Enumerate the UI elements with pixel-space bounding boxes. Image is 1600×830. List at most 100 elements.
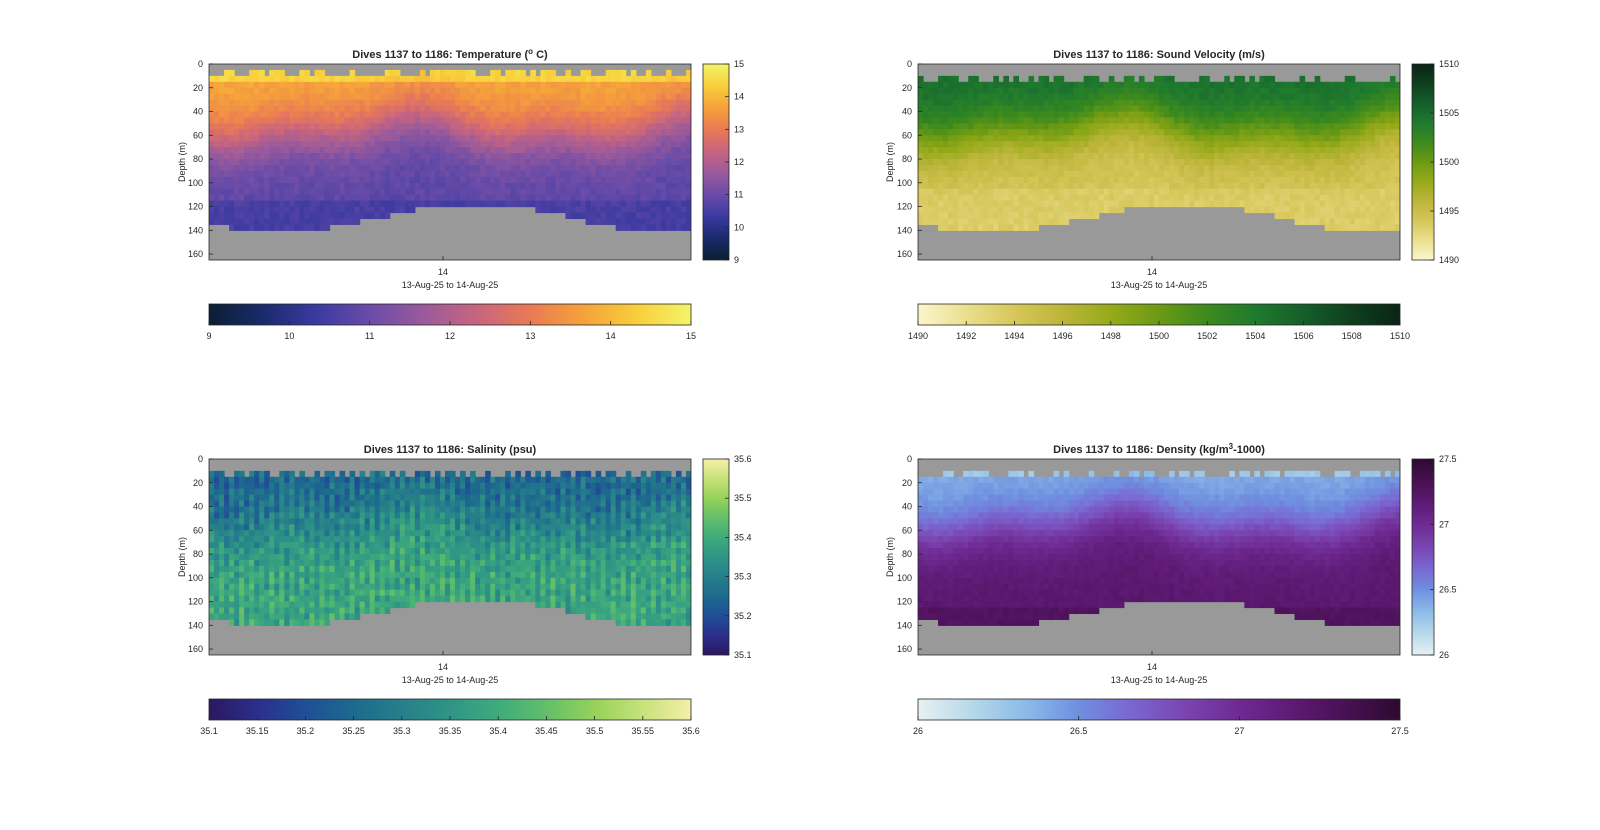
colorbar-tick-label: 35.6 bbox=[682, 726, 700, 736]
colorbar-tick-label: 1502 bbox=[1197, 331, 1217, 341]
y-tick-label: 80 bbox=[902, 154, 912, 164]
colorbar-tick-label: 26.5 bbox=[1439, 585, 1457, 595]
side-colorbar-ramp bbox=[702, 63, 730, 261]
y-axis-ticks: 0 20 40 60 80 100 120 140 160 bbox=[897, 454, 922, 654]
colorbar-tick-label: 1490 bbox=[1439, 255, 1459, 265]
colorbar-tick-label: 35.6 bbox=[734, 454, 752, 464]
panel-title: Dives 1137 to 1186: Density (kg/m3-1000) bbox=[1053, 442, 1265, 456]
colorbar-tick-label: 35.1 bbox=[200, 726, 218, 736]
bottom-colorbar-ticks: 9 10 11 12 13 14 15 bbox=[206, 321, 696, 341]
bottom-colorbar: 9 10 11 12 13 14 15 bbox=[206, 303, 696, 341]
colorbar-tick-label: 15 bbox=[734, 59, 744, 69]
x-axis-label: 13-Aug-25 to 14-Aug-25 bbox=[402, 675, 499, 685]
y-tick-label: 60 bbox=[902, 525, 912, 535]
plot-frame bbox=[208, 458, 692, 656]
colorbar-tick-label: 35.1 bbox=[734, 650, 752, 660]
colorbar-tick-label: 14 bbox=[734, 92, 744, 102]
y-tick-label: 40 bbox=[902, 107, 912, 117]
x-tick-label: 14 bbox=[1147, 267, 1157, 277]
colorbar-tick-label: 11 bbox=[734, 190, 743, 200]
colorbar-tick-label: 12 bbox=[445, 331, 455, 341]
colorbar-tick-label: 12 bbox=[734, 157, 744, 167]
colorbar-tick-label: 27.5 bbox=[1439, 454, 1457, 464]
bottom-colorbar: 35.1 35.15 35.2 35.25 35.3 35.35 35.4 35.45 35.5… bbox=[200, 698, 700, 736]
panel-density: Dives 1137 to 1186: Density (kg/m3-1000)… bbox=[885, 442, 1457, 736]
colorbar-tick-label: 26.5 bbox=[1070, 726, 1088, 736]
colorbar-tick-label: 27.5 bbox=[1391, 726, 1409, 736]
y-tick-label: 80 bbox=[193, 154, 203, 164]
x-tick-label: 14 bbox=[438, 662, 448, 672]
colorbar-tick-label: 35.5 bbox=[734, 493, 752, 503]
colorbar-tick-label: 1490 bbox=[908, 331, 928, 341]
y-axis-label: Depth (m) bbox=[885, 537, 895, 577]
data-field bbox=[209, 69, 691, 231]
x-tick-label: 14 bbox=[438, 267, 448, 277]
y-tick-label: 100 bbox=[188, 573, 203, 583]
colorbar-tick-label: 10 bbox=[734, 222, 744, 232]
colorbar-tick-label: 1498 bbox=[1101, 331, 1121, 341]
y-tick-label: 160 bbox=[897, 644, 912, 654]
plot-frame bbox=[208, 63, 692, 261]
colorbar-tick-label: 1495 bbox=[1439, 206, 1459, 216]
colorbar-tick-label: 35.4 bbox=[734, 532, 752, 542]
side-colorbar-ticks: 35.6 35.5 35.4 35.3 35.2 35.1 bbox=[725, 454, 752, 660]
y-tick-label: 20 bbox=[902, 478, 912, 488]
bottom-colorbar: 26 26.5 27 27.5 bbox=[913, 698, 1409, 736]
bottom-colorbar-ticks: 1490 1492 1494 1496 1498 1500 1502 1504 1506 1508… bbox=[908, 321, 1410, 341]
side-colorbar: 35.6 35.5 35.4 35.3 35.2 35.1 bbox=[702, 454, 752, 660]
panel-temperature: Dives 1137 to 1186: Temperature (o C) 0 2… bbox=[177, 47, 744, 341]
side-colorbar: 15 14 13 12 11 10 9 bbox=[702, 59, 744, 265]
colorbar-tick-label: 14 bbox=[606, 331, 616, 341]
colorbar-tick-label: 1510 bbox=[1439, 59, 1459, 69]
colorbar-tick-label: 35.4 bbox=[489, 726, 507, 736]
colorbar-tick-label: 35.3 bbox=[393, 726, 411, 736]
y-tick-label: 140 bbox=[897, 225, 912, 235]
y-tick-label: 100 bbox=[897, 178, 912, 188]
y-tick-label: 140 bbox=[897, 620, 912, 630]
y-tick-label: 140 bbox=[188, 620, 203, 630]
y-tick-label: 40 bbox=[193, 107, 203, 117]
colorbar-tick-label: 15 bbox=[686, 331, 696, 341]
colorbar-tick-label: 1510 bbox=[1390, 331, 1410, 341]
bottom-colorbar-ramp bbox=[917, 698, 1401, 721]
y-tick-label: 140 bbox=[188, 225, 203, 235]
y-tick-label: 120 bbox=[188, 597, 203, 607]
colorbar-tick-label: 1500 bbox=[1439, 157, 1459, 167]
y-tick-label: 60 bbox=[902, 130, 912, 140]
y-tick-label: 20 bbox=[193, 478, 203, 488]
colorbar-tick-label: 27 bbox=[1234, 726, 1244, 736]
y-tick-label: 80 bbox=[902, 549, 912, 559]
plot-frame bbox=[917, 63, 1401, 261]
y-tick-label: 0 bbox=[198, 454, 203, 464]
y-tick-label: 120 bbox=[188, 202, 203, 212]
y-tick-label: 80 bbox=[193, 549, 203, 559]
y-axis-label: Depth (m) bbox=[177, 142, 187, 182]
x-axis-label: 13-Aug-25 to 14-Aug-25 bbox=[402, 280, 499, 290]
x-axis-label: 13-Aug-25 to 14-Aug-25 bbox=[1111, 675, 1208, 685]
y-tick-label: 160 bbox=[188, 644, 203, 654]
colorbar-tick-label: 1494 bbox=[1004, 331, 1024, 341]
colorbar-tick-label: 11 bbox=[365, 331, 374, 341]
colorbar-tick-label: 1505 bbox=[1439, 108, 1459, 118]
colorbar-tick-label: 1504 bbox=[1245, 331, 1265, 341]
colorbar-tick-label: 35.5 bbox=[586, 726, 604, 736]
y-axis-label: Depth (m) bbox=[177, 537, 187, 577]
colorbar-tick-label: 1492 bbox=[956, 331, 976, 341]
y-axis-ticks: 0 20 40 60 80 100 120 140 160 bbox=[897, 59, 922, 259]
data-field bbox=[918, 470, 1400, 626]
y-tick-label: 100 bbox=[897, 573, 912, 583]
colorbar-tick-label: 9 bbox=[734, 255, 739, 265]
y-tick-label: 120 bbox=[897, 202, 912, 212]
bottom-colorbar-ticks: 35.1 35.15 35.2 35.25 35.3 35.35 35.4 35.45 35.5… bbox=[200, 716, 700, 736]
colorbar-tick-label: 13 bbox=[525, 331, 535, 341]
y-tick-label: 0 bbox=[907, 454, 912, 464]
panel-title: Dives 1137 to 1186: Sound Velocity (m/s) bbox=[1053, 49, 1265, 61]
y-axis-ticks: 0 20 40 60 80 100 120 140 160 bbox=[188, 454, 213, 654]
colorbar-tick-label: 35.15 bbox=[246, 726, 269, 736]
y-tick-label: 40 bbox=[193, 502, 203, 512]
colorbar-tick-label: 35.55 bbox=[632, 726, 655, 736]
colorbar-tick-label: 1500 bbox=[1149, 331, 1169, 341]
side-colorbar-ramp bbox=[702, 458, 730, 656]
panel-title: Dives 1137 to 1186: Salinity (psu) bbox=[364, 444, 537, 456]
